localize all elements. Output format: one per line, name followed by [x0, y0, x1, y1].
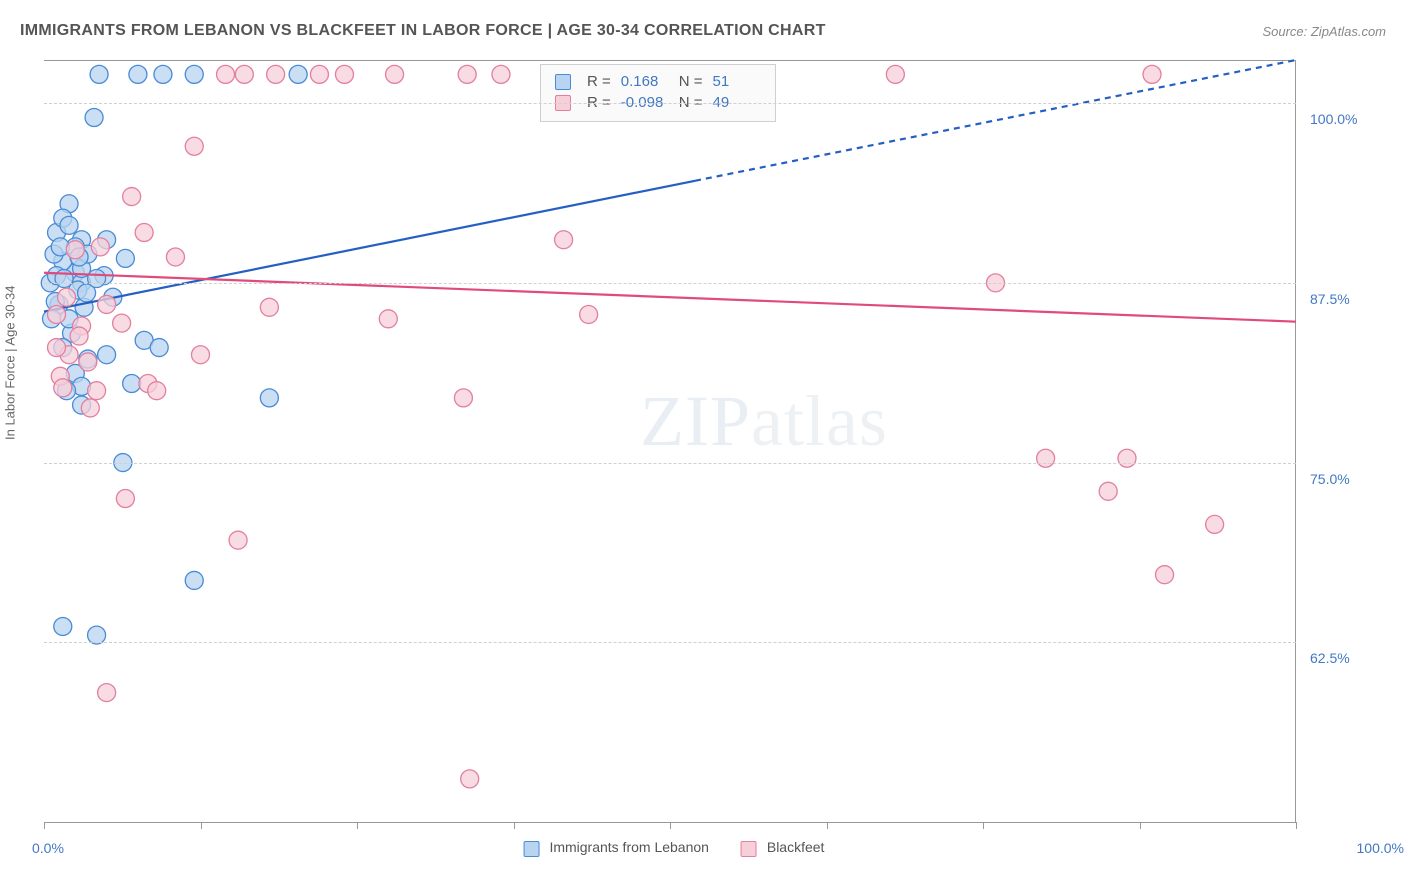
scatter-point — [48, 339, 66, 357]
scatter-point — [135, 224, 153, 242]
scatter-point — [185, 137, 203, 155]
scatter-point — [1143, 65, 1161, 83]
legend-label-0: Immigrants from Lebanon — [549, 839, 709, 855]
x-tick — [1140, 822, 1141, 829]
scatter-point — [66, 241, 84, 259]
scatter-point — [1099, 482, 1117, 500]
scatter-point — [54, 379, 72, 397]
legend-swatch-0 — [524, 841, 540, 857]
gridline — [44, 283, 1296, 284]
legend-item-1: Blackfeet — [741, 839, 824, 856]
scatter-point — [335, 65, 353, 83]
scatter-point — [492, 65, 510, 83]
chart-svg — [44, 60, 1296, 822]
scatter-point — [70, 327, 88, 345]
scatter-point — [1037, 449, 1055, 467]
y-tick-label: 100.0% — [1310, 111, 1357, 127]
stats-legend-box: R = 0.168 N = 51 R = -0.098 N = 49 — [540, 64, 776, 122]
x-tick — [357, 822, 358, 829]
x-max-label: 100.0% — [1357, 840, 1404, 856]
stats-r-label-0: R = — [587, 73, 611, 90]
y-tick-label: 62.5% — [1310, 650, 1350, 666]
scatter-point — [267, 65, 285, 83]
scatter-point — [60, 216, 78, 234]
scatter-point — [81, 399, 99, 417]
scatter-point — [113, 314, 131, 332]
stats-swatch-0 — [555, 74, 571, 90]
x-tick — [514, 822, 515, 829]
scatter-point — [185, 65, 203, 83]
scatter-point — [217, 65, 235, 83]
scatter-point — [310, 65, 328, 83]
x-tick — [1296, 822, 1297, 829]
scatter-point — [129, 65, 147, 83]
bottom-legend: Immigrants from Lebanon Blackfeet — [524, 839, 825, 856]
y-tick-label: 87.5% — [1310, 291, 1350, 307]
scatter-point — [260, 298, 278, 316]
legend-label-1: Blackfeet — [767, 839, 825, 855]
scatter-point — [148, 382, 166, 400]
scatter-point — [1156, 566, 1174, 584]
scatter-point — [235, 65, 253, 83]
x-tick — [827, 822, 828, 829]
stats-row-0: R = 0.168 N = 51 — [555, 71, 761, 92]
trend-line-solid — [44, 273, 1296, 322]
scatter-point — [116, 490, 134, 508]
scatter-point — [98, 684, 116, 702]
stats-r-value-0: 0.168 — [621, 73, 669, 90]
scatter-point — [386, 65, 404, 83]
scatter-point — [1206, 515, 1224, 533]
gridline — [44, 103, 1296, 104]
scatter-point — [150, 339, 168, 357]
trend-line-dashed — [695, 60, 1296, 181]
x-min-label: 0.0% — [32, 840, 64, 856]
scatter-point — [1118, 449, 1136, 467]
scatter-point — [229, 531, 247, 549]
chart-title: IMMIGRANTS FROM LEBANON VS BLACKFEET IN … — [20, 22, 826, 40]
scatter-point — [166, 248, 184, 266]
scatter-point — [123, 374, 141, 392]
scatter-point — [289, 65, 307, 83]
trend-line-solid — [44, 181, 695, 312]
scatter-point — [260, 389, 278, 407]
scatter-point — [48, 305, 66, 323]
y-tick-label: 75.0% — [1310, 471, 1350, 487]
x-tick — [201, 822, 202, 829]
scatter-point — [88, 382, 106, 400]
scatter-point — [461, 770, 479, 788]
scatter-point — [54, 617, 72, 635]
scatter-point — [154, 65, 172, 83]
stats-n-value-0: 51 — [713, 73, 761, 90]
scatter-point — [185, 571, 203, 589]
scatter-point — [580, 305, 598, 323]
scatter-point — [116, 249, 134, 267]
scatter-point — [123, 188, 141, 206]
gridline — [44, 642, 1296, 643]
x-tick — [44, 822, 45, 829]
scatter-point — [79, 353, 97, 371]
scatter-point — [85, 109, 103, 127]
scatter-point — [192, 346, 210, 364]
legend-swatch-1 — [741, 841, 757, 857]
scatter-point — [379, 310, 397, 328]
source-label: Source: ZipAtlas.com — [1262, 24, 1386, 39]
x-tick — [670, 822, 671, 829]
scatter-point — [90, 65, 108, 83]
scatter-point — [98, 346, 116, 364]
scatter-point — [454, 389, 472, 407]
scatter-point — [98, 295, 116, 313]
legend-item-0: Immigrants from Lebanon — [524, 839, 709, 856]
stats-n-label-0: N = — [679, 73, 703, 90]
scatter-point — [555, 231, 573, 249]
scatter-point — [88, 270, 106, 288]
scatter-point — [458, 65, 476, 83]
scatter-point — [886, 65, 904, 83]
x-axis-row: 0.0% Immigrants from Lebanon Blackfeet 1… — [44, 840, 1304, 856]
x-tick — [983, 822, 984, 829]
gridline — [44, 463, 1296, 464]
scatter-point — [58, 288, 76, 306]
scatter-point — [91, 238, 109, 256]
